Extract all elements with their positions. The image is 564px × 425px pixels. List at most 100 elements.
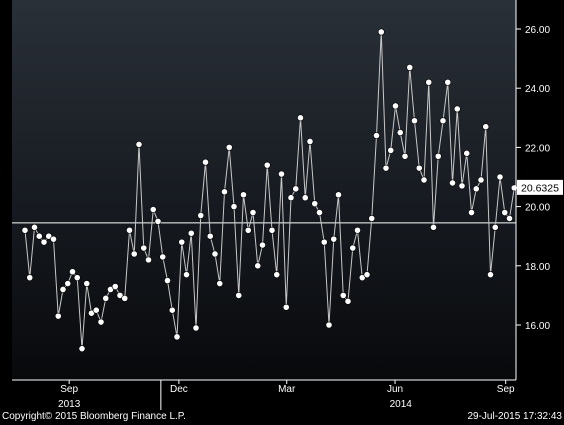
data-point [50,235,57,243]
data-point [73,274,81,282]
y-tick-label: 16.00 [525,321,550,332]
y-tick-label: 20.00 [525,203,550,214]
data-point [168,306,176,314]
data-point [472,185,480,193]
data-point [206,232,214,240]
data-point [316,209,323,216]
data-point [202,158,209,166]
data-point [173,333,181,341]
data-point [83,280,91,287]
data-point [259,241,266,249]
data-point [273,271,281,279]
data-point [368,215,376,222]
data-point [363,271,371,279]
data-point [69,268,76,276]
data-point [216,280,224,287]
data-point [145,256,152,264]
data-point [121,294,129,302]
data-point [506,215,513,222]
data-point [354,226,361,234]
data-point [249,209,257,216]
data-point [102,294,110,302]
data-point [78,345,86,353]
last-value-label: 20.6325 [521,182,559,194]
data-point [40,238,48,246]
data-point [430,223,437,231]
data-point [278,170,285,178]
data-point [463,149,471,157]
data-point [453,105,461,113]
data-point [31,223,38,231]
data-point [64,280,72,287]
x-tick-label: Jun [387,384,403,395]
x-tick-label: Dec [170,384,188,395]
data-point [140,244,148,252]
data-point [164,277,171,284]
copyright-text: Copyright© 2015 Bloomberg Finance L.P. [2,411,186,422]
data-point [263,161,271,169]
data-point [159,253,167,261]
x-tick-label: Mar [278,384,296,395]
y-tick-label: 26.00 [525,25,550,36]
data-point [396,129,404,136]
data-point [292,185,300,193]
data-point [349,244,357,252]
data-point [221,188,228,196]
year-label: 2013 [58,399,81,410]
data-point [211,250,219,258]
data-point [415,164,423,172]
y-tick-label: 18.00 [525,262,550,273]
data-point [501,209,509,216]
data-point [178,238,186,246]
data-point [420,176,428,184]
data-point [301,194,309,202]
data-point [149,206,157,213]
last-value-box [517,179,563,195]
data-point [477,176,485,184]
data-point [344,297,352,305]
data-point [254,262,262,270]
data-point [135,141,143,148]
data-point [244,226,252,234]
data-point [339,291,347,299]
data-point [392,102,399,110]
data-point [197,212,205,219]
data-point [26,274,34,282]
data-point [306,138,314,145]
data-point [444,78,452,86]
data-point [235,291,243,299]
data-point [491,223,499,231]
data-point [487,271,494,279]
data-point [482,123,490,131]
data-point [406,64,414,71]
data-point [425,78,433,86]
timestamp-text: 29-Jul-2015 17:32:43 [467,411,562,422]
data-point [187,229,195,237]
data-point [387,146,395,154]
data-point [59,286,67,293]
data-point [282,303,290,311]
data-point [130,250,138,258]
data-point [183,271,190,279]
data-point [240,191,247,199]
y-tick-label: 24.00 [525,84,550,95]
data-point [401,152,409,160]
data-point [154,217,162,225]
data-point [373,132,380,139]
data-point [268,226,276,234]
data-point [335,191,342,199]
data-point [330,235,338,243]
data-point [21,226,29,234]
data-point [311,200,319,208]
data-point [287,194,295,202]
data-point [35,232,43,240]
data-point [325,321,333,329]
data-point [458,182,466,190]
data-point [382,164,390,172]
data-point [377,28,385,36]
data-point [97,318,105,326]
data-point [439,117,447,125]
plot-background [12,0,516,380]
data-point [468,209,475,216]
data-point [192,324,200,332]
